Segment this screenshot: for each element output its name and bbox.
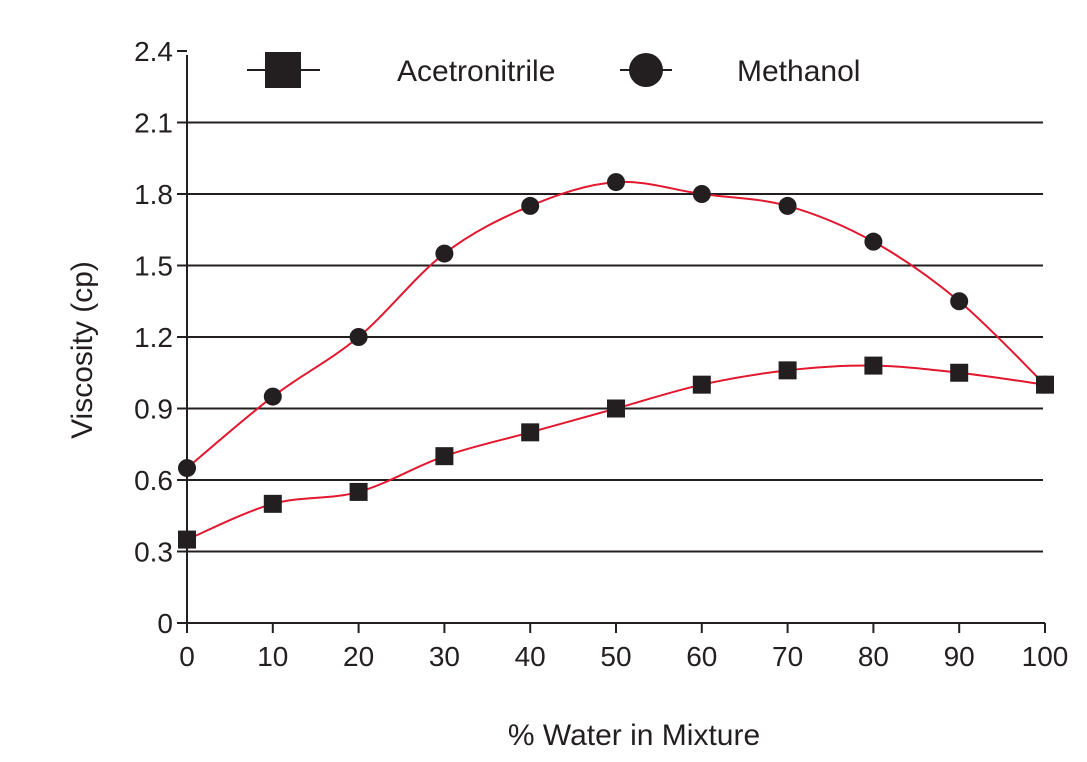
acetronitrile-point	[178, 530, 196, 549]
acetronitrile-point	[864, 356, 883, 375]
acetronitrile-point	[349, 482, 368, 501]
y-tick-label: 1.2	[134, 322, 173, 353]
x-axis-label: % Water in Mixture	[508, 719, 760, 752]
y-tick-label: 2.1	[134, 108, 173, 139]
methanol-line	[186, 180, 1046, 469]
x-tick-label: 20	[343, 641, 374, 672]
legend-acetonitrile-label: Acetronitrile	[397, 55, 555, 88]
methanol-point	[692, 185, 711, 203]
x-tick-label: 50	[600, 641, 631, 672]
methanol-point	[435, 244, 454, 263]
y-axis-label: Viscosity (cp)	[66, 261, 99, 439]
y-tick-label: 2.4	[134, 36, 173, 67]
methanol-point	[1036, 375, 1054, 394]
acetronitrile-point	[778, 361, 797, 380]
x-tick-label: 90	[944, 641, 975, 672]
x-tick-label: 0	[179, 641, 195, 672]
x-tick-label: 70	[772, 641, 803, 672]
acetronitrile-point	[435, 447, 454, 466]
x-tick-label: 100	[1022, 641, 1069, 672]
y-tick-label: 1.8	[134, 179, 173, 210]
acetronitrile-line	[186, 364, 1046, 541]
x-tick-label: 60	[686, 641, 717, 672]
acetronitrile-point	[950, 363, 969, 382]
x-tick-label: 40	[515, 641, 546, 672]
legend-circle-marker	[629, 53, 663, 87]
acetronitrile-point	[521, 423, 540, 442]
methanol-point	[263, 387, 282, 406]
methanol-point	[778, 196, 797, 215]
methanol-point	[607, 173, 625, 192]
methanol-point	[178, 459, 196, 478]
methanol-point	[349, 328, 368, 346]
y-tick-label: 0.6	[134, 465, 173, 496]
x-tick-label: 10	[257, 641, 288, 672]
methanol-point	[950, 292, 969, 311]
x-tick-label: 80	[858, 641, 889, 672]
y-tick-label: 0.3	[134, 537, 173, 568]
acetronitrile-point	[607, 399, 625, 418]
legend-square-marker	[265, 52, 301, 88]
x-tick-label: 30	[429, 641, 460, 672]
y-tick-label: 1.5	[134, 251, 173, 282]
methanol-point	[521, 196, 540, 215]
methanol-point	[864, 232, 883, 251]
acetronitrile-point	[263, 494, 282, 513]
legend-methanol-label: Methanol	[737, 55, 860, 88]
y-tick-label: 0.9	[134, 394, 173, 425]
acetronitrile-point	[692, 375, 711, 394]
legend: Acetronitrile Methanol	[247, 52, 860, 88]
y-tick-label: 0	[157, 608, 173, 639]
